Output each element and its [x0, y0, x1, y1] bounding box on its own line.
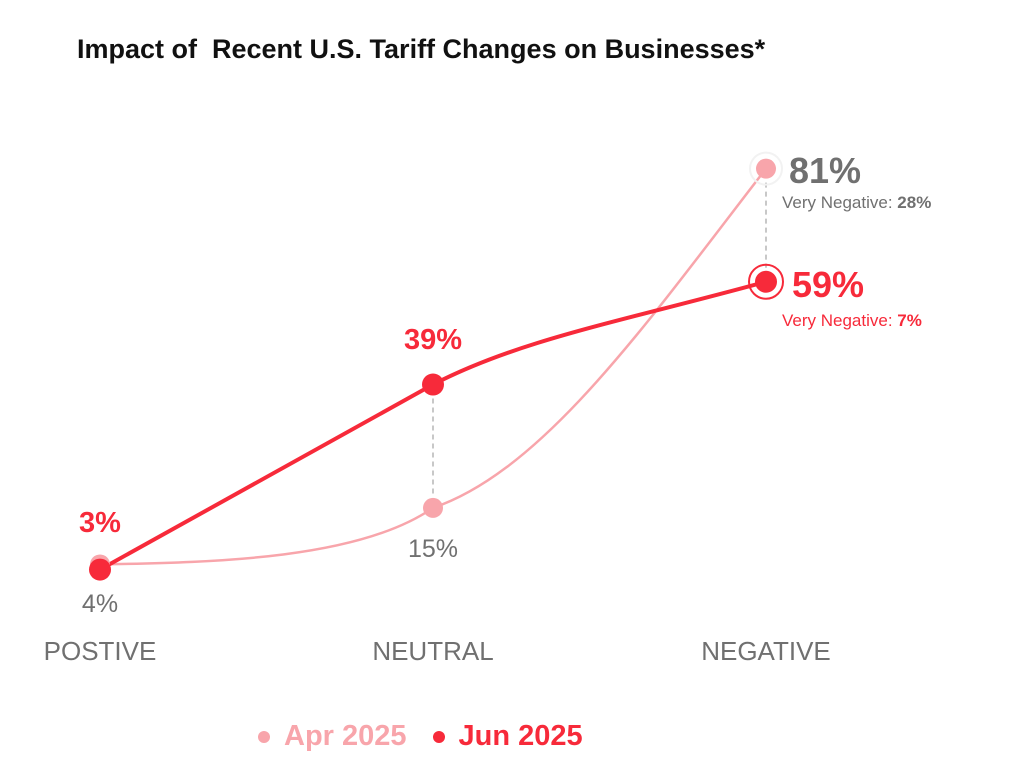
data-point-jun [89, 558, 111, 581]
legend-item-jun: Jun 2025 [432, 720, 583, 753]
x-tick-label: POSTIVE [44, 636, 157, 666]
data-points [89, 151, 784, 581]
x-axis: POSTIVE NEUTRAL NEGATIVE [44, 636, 831, 666]
data-point-jun [422, 373, 444, 396]
data-label-jun: 59% [792, 264, 864, 305]
legend-label-jun: Jun 2025 [458, 720, 583, 752]
data-label-apr: 15% [408, 535, 458, 563]
data-label-jun: 39% [404, 324, 462, 356]
legend-dot-apr [258, 730, 270, 743]
data-point-apr [423, 497, 443, 518]
data-label-jun: 3% [79, 507, 121, 539]
x-tick-label: NEGATIVE [701, 636, 831, 666]
very-negative-annotation-apr-value: 28% [897, 193, 931, 212]
data-labels: 3%39%59%4%15%81%Very Negative: 28%Very N… [79, 150, 931, 618]
series-lines [99, 167, 767, 572]
data-label-apr: 4% [82, 590, 118, 618]
legend-label-apr: Apr 2025 [284, 720, 407, 752]
legend-item-apr: Apr 2025 [258, 720, 407, 753]
x-tick-label: NEUTRAL [372, 636, 493, 666]
very-negative-annotation-jun-prefix: Very Negative: [782, 311, 897, 330]
series-line-jun [99, 279, 767, 572]
data-point-apr [756, 158, 776, 179]
legend-dot-jun [432, 730, 445, 743]
very-negative-annotation-jun-value: 7% [897, 311, 922, 330]
data-label-apr: 81% [789, 150, 861, 191]
legend: Apr 2025 Jun 2025 [258, 720, 583, 753]
chart-title: Impact of Recent U.S. Tariff Changes on … [77, 34, 766, 64]
point-halo-apr [749, 151, 783, 186]
very-negative-annotation-apr-prefix: Very Negative: [782, 193, 897, 212]
very-negative-annotation-jun: Very Negative: 7% [782, 311, 922, 330]
point-ring-jun [748, 263, 784, 300]
connector-lines [432, 182, 767, 494]
very-negative-annotation-apr: Very Negative: 28% [782, 193, 931, 212]
series-line-apr [99, 167, 767, 566]
data-point-jun [755, 270, 777, 293]
